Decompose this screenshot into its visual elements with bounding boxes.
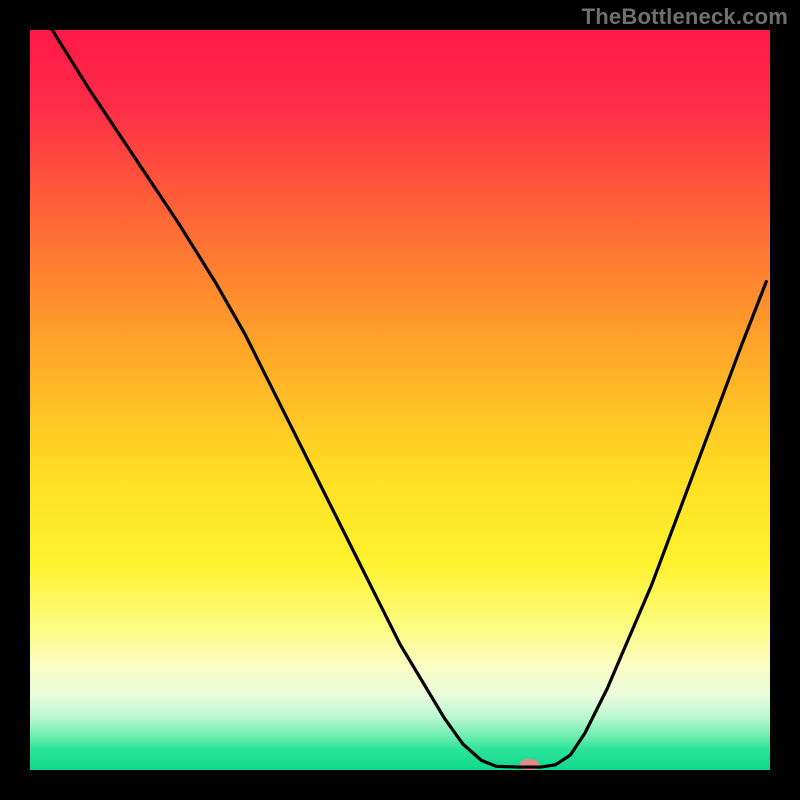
plot-area	[30, 30, 770, 770]
chart-frame: TheBottleneck.com	[0, 0, 800, 800]
watermark-text: TheBottleneck.com	[582, 4, 788, 30]
gradient-background	[30, 30, 770, 770]
plot-svg	[30, 30, 770, 770]
